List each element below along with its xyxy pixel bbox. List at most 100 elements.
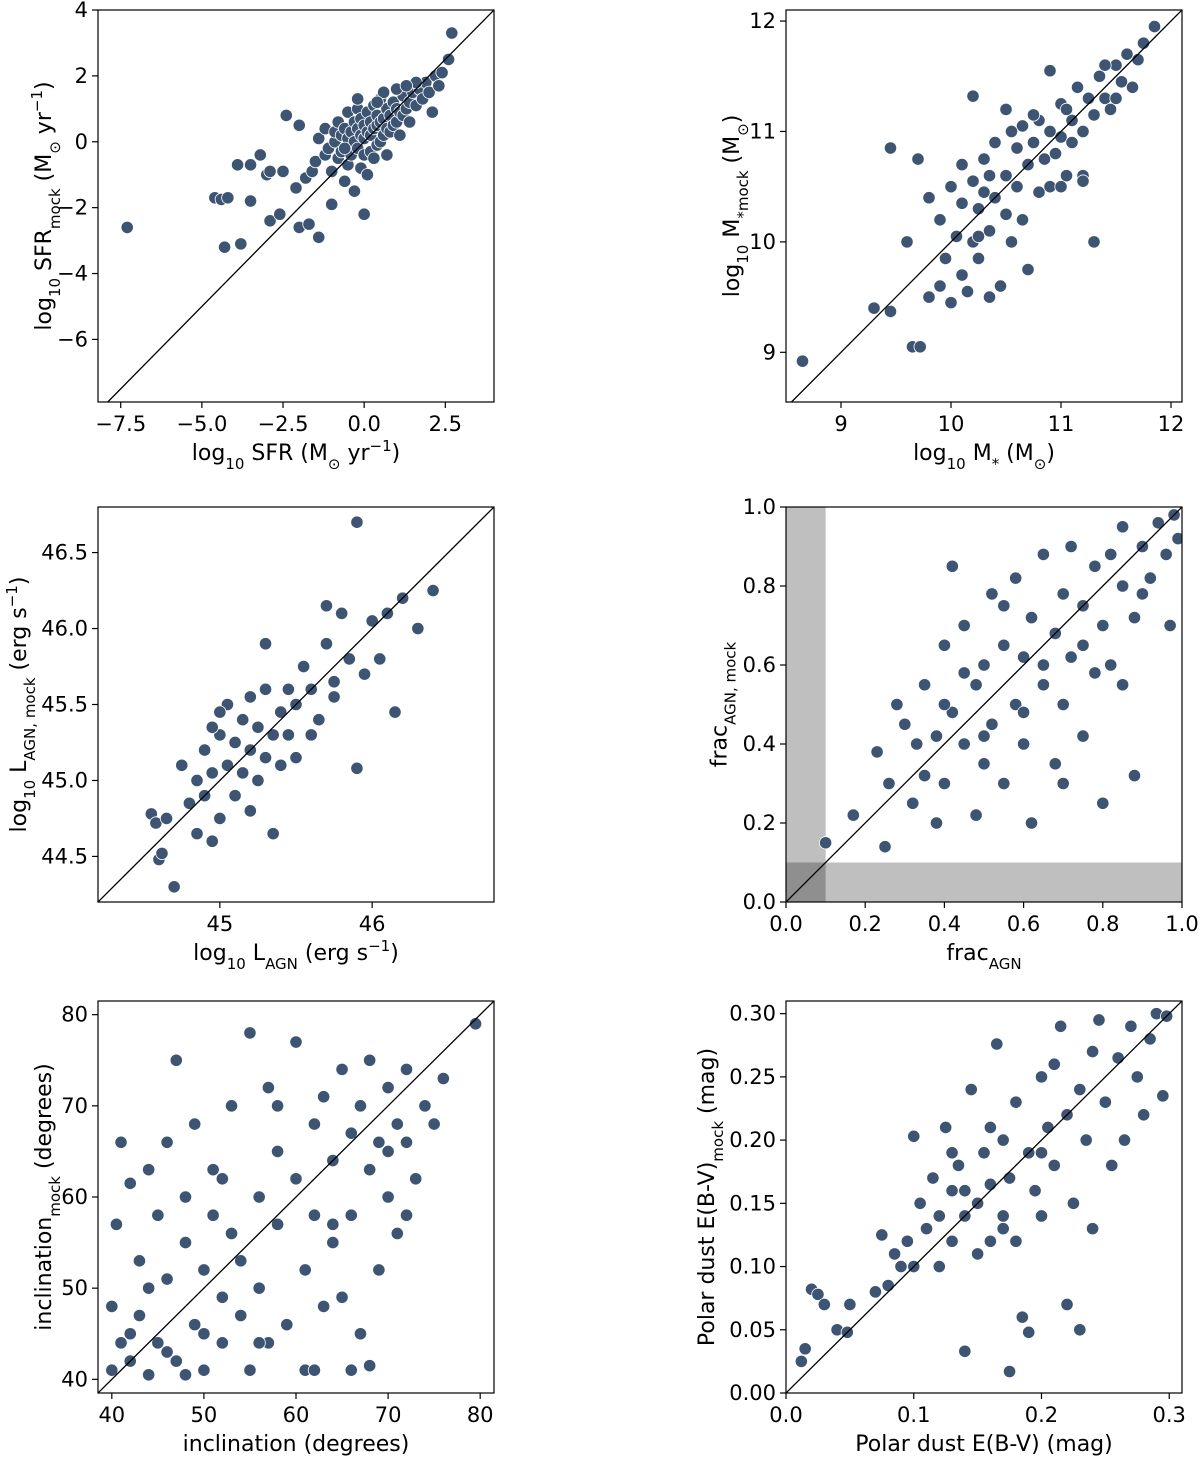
data-point xyxy=(409,1172,423,1186)
y-axis-label: fracAGN, mock xyxy=(708,641,740,767)
data-point xyxy=(274,758,288,772)
data-point xyxy=(205,766,219,780)
data-point xyxy=(1085,1222,1100,1236)
data-point xyxy=(1036,547,1051,562)
data-point xyxy=(289,1172,303,1186)
data-point xyxy=(999,169,1013,183)
x-tick-label: 0.0 xyxy=(769,1403,802,1427)
data-point xyxy=(160,1135,174,1149)
data-point xyxy=(1065,135,1079,150)
x-tick-label: 50 xyxy=(191,1403,218,1427)
data-point xyxy=(883,304,898,319)
data-point xyxy=(381,1190,395,1204)
data-point xyxy=(985,587,999,601)
data-point xyxy=(445,26,459,40)
data-point xyxy=(957,618,971,633)
data-point xyxy=(335,1290,349,1304)
y-tick-label: 46.0 xyxy=(41,617,88,641)
data-point xyxy=(234,237,248,251)
data-point xyxy=(996,1209,1010,1223)
x-tick-label: −5.0 xyxy=(176,412,227,436)
x-tick-label: 0.8 xyxy=(1086,912,1119,936)
data-point xyxy=(228,735,242,750)
data-point xyxy=(353,1099,368,1113)
data-point xyxy=(960,284,975,299)
data-point xyxy=(1066,1196,1081,1210)
x-tick-label: −2.5 xyxy=(258,412,309,436)
y-tick-label: 40 xyxy=(61,1367,88,1391)
data-point xyxy=(350,515,364,529)
axes-frame xyxy=(785,9,1183,403)
x-tick-label: 80 xyxy=(467,1403,494,1427)
data-point xyxy=(982,224,997,238)
data-point xyxy=(360,168,375,182)
data-point xyxy=(372,1263,386,1277)
x-tick-label: 60 xyxy=(283,1403,310,1427)
data-point xyxy=(319,599,334,613)
x-axis-label: log10 SFR (M⊙ yr−1) xyxy=(192,437,400,473)
data-point xyxy=(297,659,311,674)
data-point xyxy=(982,169,997,183)
data-point xyxy=(919,1222,934,1236)
data-point xyxy=(798,1342,812,1356)
data-point xyxy=(281,728,295,742)
data-point xyxy=(1105,1158,1119,1172)
one-to-one-line xyxy=(786,1001,1182,1393)
data-point xyxy=(1098,58,1112,72)
data-point xyxy=(252,1281,266,1295)
x-tick-label: 11 xyxy=(1048,412,1075,436)
data-point xyxy=(1026,135,1041,150)
data-point xyxy=(175,758,189,772)
data-point xyxy=(243,194,258,208)
data-point xyxy=(426,583,440,598)
data-point xyxy=(1056,587,1070,601)
data-point xyxy=(983,1120,997,1135)
data-point xyxy=(312,230,326,244)
data-point xyxy=(1015,213,1030,227)
data-point xyxy=(977,152,991,166)
data-point xyxy=(206,1208,220,1222)
data-point xyxy=(263,164,277,179)
data-point xyxy=(1034,1209,1049,1223)
data-point xyxy=(983,1177,997,1191)
data-point xyxy=(224,1226,239,1241)
data-point xyxy=(123,1176,137,1190)
data-point xyxy=(325,164,339,179)
data-point xyxy=(190,773,204,788)
data-point xyxy=(234,1254,248,1268)
data-point xyxy=(1124,1019,1138,1033)
y-tick-label: 0.10 xyxy=(729,1255,776,1279)
data-point xyxy=(868,1285,883,1299)
data-point xyxy=(197,1327,211,1341)
data-point xyxy=(205,834,219,848)
data-point xyxy=(266,728,280,742)
data-point xyxy=(270,1217,285,1231)
data-point xyxy=(983,1234,997,1248)
data-point xyxy=(280,1318,294,1332)
data-point xyxy=(1087,235,1101,249)
data-point xyxy=(900,235,914,249)
data-point xyxy=(370,95,384,109)
data-point xyxy=(390,1117,404,1131)
data-point xyxy=(436,1071,450,1086)
data-point xyxy=(944,180,958,194)
x-tick-label: 45 xyxy=(206,912,233,936)
y-tick-label: 1.0 xyxy=(743,495,776,519)
data-point xyxy=(215,1172,229,1186)
data-point xyxy=(1098,91,1112,105)
data-point xyxy=(870,745,884,759)
data-point xyxy=(1127,768,1142,783)
data-point xyxy=(258,751,273,765)
data-point xyxy=(304,728,318,742)
data-point xyxy=(1064,650,1078,664)
data-point xyxy=(1114,75,1129,89)
data-point xyxy=(944,296,958,310)
data-point xyxy=(922,191,936,205)
data-point xyxy=(357,207,371,221)
data-point xyxy=(1159,547,1173,562)
data-point xyxy=(190,827,204,841)
axes-frame xyxy=(97,9,495,403)
data-point xyxy=(1079,1133,1093,1147)
data-point xyxy=(1056,776,1070,791)
data-point xyxy=(911,152,925,166)
